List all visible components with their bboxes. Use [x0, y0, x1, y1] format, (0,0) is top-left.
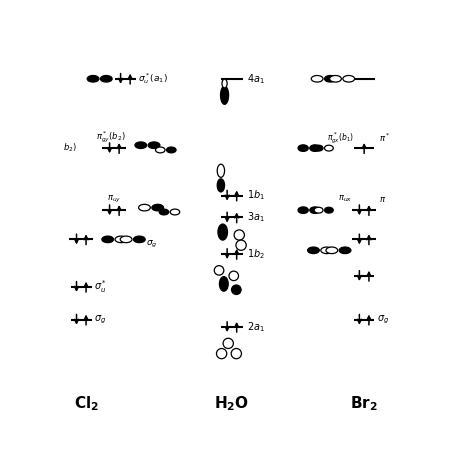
Ellipse shape	[236, 240, 246, 250]
Text: $\sigma^*_u(a_1)$: $\sigma^*_u(a_1)$	[138, 71, 168, 86]
Text: $b_2)$: $b_2)$	[63, 142, 77, 155]
Ellipse shape	[314, 207, 323, 213]
Ellipse shape	[138, 204, 150, 211]
Ellipse shape	[214, 265, 224, 275]
Ellipse shape	[219, 277, 228, 291]
Ellipse shape	[87, 75, 99, 82]
Ellipse shape	[329, 75, 341, 82]
Text: $1b_1$: $1b_1$	[246, 189, 264, 202]
Text: $\pi_{ux}$: $\pi_{ux}$	[338, 194, 353, 204]
Ellipse shape	[229, 271, 238, 281]
Ellipse shape	[100, 75, 112, 82]
Ellipse shape	[310, 207, 320, 213]
Ellipse shape	[217, 179, 225, 192]
Ellipse shape	[298, 145, 308, 151]
Text: $2a_1$: $2a_1$	[246, 320, 264, 334]
Ellipse shape	[134, 236, 145, 243]
Ellipse shape	[102, 236, 114, 243]
Ellipse shape	[231, 285, 241, 294]
Text: $\pi$: $\pi$	[379, 195, 386, 204]
Ellipse shape	[217, 348, 227, 359]
Ellipse shape	[314, 145, 323, 151]
Ellipse shape	[155, 147, 165, 153]
Text: $\mathbf{Br_2}$: $\mathbf{Br_2}$	[350, 394, 378, 413]
Ellipse shape	[135, 142, 146, 148]
Ellipse shape	[343, 75, 355, 82]
Ellipse shape	[321, 247, 333, 254]
Ellipse shape	[310, 145, 320, 151]
Text: $\mathbf{H_2O}$: $\mathbf{H_2O}$	[214, 394, 249, 413]
Text: $\sigma_g$: $\sigma_g$	[146, 239, 157, 250]
Ellipse shape	[148, 142, 160, 148]
Ellipse shape	[152, 204, 164, 211]
Ellipse shape	[222, 79, 227, 88]
Text: $\pi^*_{gy}(b_2)$: $\pi^*_{gy}(b_2)$	[96, 129, 126, 145]
Ellipse shape	[325, 145, 333, 151]
Text: $\mathbf{Cl_2}$: $\mathbf{Cl_2}$	[74, 394, 99, 413]
Text: $\sigma^*_u$: $\sigma^*_u$	[94, 278, 107, 295]
Ellipse shape	[218, 224, 228, 240]
Text: $\pi^*$: $\pi^*$	[379, 132, 390, 144]
Text: $\pi^*_{gx}(b_1)$: $\pi^*_{gx}(b_1)$	[328, 130, 355, 146]
Ellipse shape	[326, 247, 337, 254]
Ellipse shape	[159, 209, 169, 215]
Ellipse shape	[170, 209, 180, 215]
Text: $\pi_{uy}$: $\pi_{uy}$	[107, 194, 121, 205]
Ellipse shape	[325, 207, 333, 213]
Ellipse shape	[115, 236, 127, 243]
Ellipse shape	[120, 236, 132, 243]
Ellipse shape	[234, 230, 245, 240]
Ellipse shape	[339, 247, 351, 254]
Ellipse shape	[325, 75, 336, 82]
Ellipse shape	[220, 86, 228, 104]
Ellipse shape	[311, 75, 323, 82]
Text: $4a_1$: $4a_1$	[246, 72, 264, 86]
Ellipse shape	[298, 207, 308, 213]
Text: $1b_2$: $1b_2$	[246, 247, 264, 261]
Text: $3a_1$: $3a_1$	[246, 210, 264, 224]
Ellipse shape	[217, 164, 225, 177]
Ellipse shape	[223, 338, 233, 348]
Text: $\sigma_g$: $\sigma_g$	[94, 313, 106, 326]
Ellipse shape	[308, 247, 319, 254]
Ellipse shape	[166, 147, 176, 153]
Ellipse shape	[231, 348, 241, 359]
Text: $\sigma_g$: $\sigma_g$	[377, 313, 389, 326]
